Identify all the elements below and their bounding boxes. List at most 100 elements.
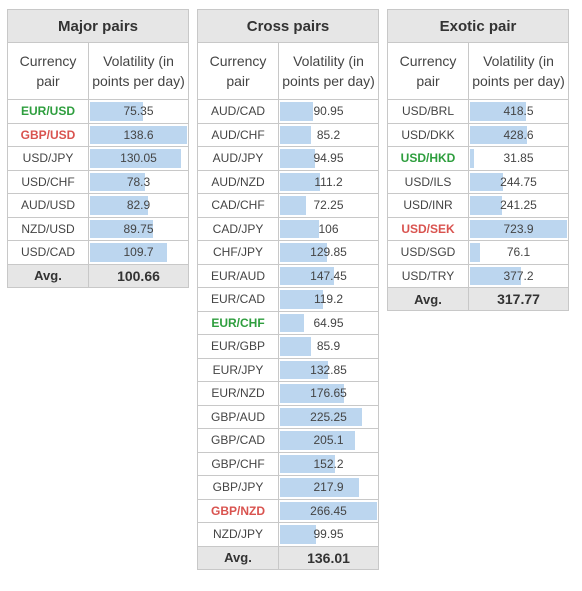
volatility-cell: 377.2 — [467, 263, 570, 288]
volatility-value: 89.75 — [123, 221, 154, 236]
volatility-cell: 99.95 — [277, 522, 380, 547]
header-volatility: Volatility (in points per day) — [467, 42, 570, 100]
volatility-value: 31.85 — [503, 151, 534, 166]
table-row: USD/CHF 78.3 — [7, 169, 189, 194]
table-row: AUD/NZD 111.2 — [197, 169, 380, 194]
volatility-bar — [280, 501, 377, 520]
table-row: AUD/USD 82.9 — [7, 193, 189, 218]
volatility-value: 111.2 — [314, 174, 343, 189]
table-row: EUR/JPY 132.85 — [197, 357, 380, 382]
volatility-value: 85.9 — [316, 339, 341, 354]
volatility-bar — [280, 290, 324, 309]
volatility-value: 152.2 — [313, 456, 344, 471]
volatility-value: 129.85 — [310, 245, 347, 260]
volatility-bar — [280, 243, 328, 262]
volatility-cell: 85.9 — [277, 334, 380, 359]
volatility-bar — [280, 431, 355, 450]
table-row: EUR/NZD 176.65 — [197, 381, 380, 406]
currency-pair: EUR/USD — [7, 99, 89, 124]
volatility-value: 94.95 — [313, 151, 344, 166]
currency-pair: AUD/CHF — [197, 122, 279, 147]
currency-pair: EUR/CAD — [197, 287, 279, 312]
volatility-value: 72.25 — [313, 198, 344, 213]
volatility-value: 75.35 — [123, 104, 154, 119]
volatility-value: 90.95 — [313, 104, 344, 119]
volatility-bar — [280, 149, 315, 168]
table-row: GBP/CHF 152.2 — [197, 451, 380, 476]
table-title: Cross pairs — [196, 9, 380, 43]
table-row: EUR/GBP 85.9 — [197, 334, 380, 359]
currency-pair: NZD/USD — [7, 216, 89, 241]
volatility-bar — [280, 196, 307, 215]
volatility-value: 109.7 — [123, 245, 154, 260]
volatility-bar — [280, 102, 314, 121]
currency-pair: GBP/JPY — [197, 475, 279, 500]
volatility-value: 176.65 — [310, 386, 347, 401]
volatility-cell: 418.5 — [467, 99, 570, 124]
volatility-bar — [280, 313, 304, 332]
avg-value: 136.01 — [277, 545, 380, 570]
header-volatility: Volatility (in points per day) — [88, 42, 189, 100]
avg-label: Avg. — [7, 263, 89, 288]
table-row: EUR/AUD 147.45 — [197, 263, 380, 288]
currency-pair: CHF/JPY — [197, 240, 279, 265]
table-row: USD/HKD 31.85 — [387, 146, 570, 171]
table-title: Exotic pair — [386, 9, 570, 43]
volatility-value: 119.2 — [313, 292, 344, 307]
table-title: Major pairs — [7, 9, 189, 43]
volatility-bar — [280, 454, 336, 473]
volatility-value: 78.3 — [126, 174, 151, 189]
currency-pair: AUD/USD — [7, 193, 89, 218]
volatility-cell: 89.75 — [88, 216, 189, 241]
volatility-cell: 147.45 — [277, 263, 380, 288]
volatility-value: 99.95 — [313, 527, 344, 542]
volatility-bar — [280, 266, 334, 285]
table-row: GBP/NZD 266.45 — [197, 498, 380, 523]
currency-pair: USD/CAD — [7, 240, 89, 265]
volatility-bar — [470, 102, 527, 121]
exotic-pair-table: Exotic pair Currency pair Volatility (in… — [386, 9, 570, 311]
table-row: CHF/JPY 129.85 — [197, 240, 380, 265]
volatility-cell: 72.25 — [277, 193, 380, 218]
table-row: USD/TRY 377.2 — [387, 263, 570, 288]
volatility-bar — [90, 243, 167, 262]
currency-pair: EUR/AUD — [197, 263, 279, 288]
table-row: GBP/AUD 225.25 — [197, 404, 380, 429]
volatility-bar — [280, 337, 312, 356]
currency-pair: NZD/JPY — [197, 522, 279, 547]
table-row: CAD/JPY 106 — [197, 216, 380, 241]
volatility-cell: 119.2 — [277, 287, 380, 312]
volatility-cell: 244.75 — [467, 169, 570, 194]
volatility-cell: 90.95 — [277, 99, 380, 124]
currency-pair: USD/SEK — [387, 216, 469, 241]
currency-pair: USD/BRL — [387, 99, 469, 124]
volatility-cell: 176.65 — [277, 381, 380, 406]
volatility-value: 377.2 — [503, 268, 534, 283]
currency-pair: USD/DKK — [387, 122, 469, 147]
volatility-bar — [90, 196, 149, 215]
volatility-cell: 225.25 — [277, 404, 380, 429]
volatility-cell: 152.2 — [277, 451, 380, 476]
volatility-cell: 266.45 — [277, 498, 380, 523]
table-row: USD/JPY 130.05 — [7, 146, 189, 171]
volatility-cell: 106 — [277, 216, 380, 241]
volatility-cell: 130.05 — [88, 146, 189, 171]
currency-pair: USD/ILS — [387, 169, 469, 194]
volatility-value: 266.45 — [310, 503, 347, 518]
volatility-cell: 205.1 — [277, 428, 380, 453]
currency-pair: USD/TRY — [387, 263, 469, 288]
table-row: GBP/CAD 205.1 — [197, 428, 380, 453]
currency-pair: CAD/CHF — [197, 193, 279, 218]
header-currency-pair: Currency pair — [7, 42, 89, 100]
volatility-cell: 241.25 — [467, 193, 570, 218]
header-volatility: Volatility (in points per day) — [277, 42, 380, 100]
avg-label: Avg. — [197, 545, 279, 570]
volatility-bar — [90, 149, 182, 168]
currency-pair: GBP/CAD — [197, 428, 279, 453]
currency-pair: USD/JPY — [7, 146, 89, 171]
volatility-value: 428.6 — [503, 127, 534, 142]
table-row: EUR/CHF 64.95 — [197, 310, 380, 335]
table-row: GBP/USD 138.6 — [7, 122, 189, 147]
volatility-value: 244.75 — [500, 174, 537, 189]
volatility-value: 225.25 — [310, 409, 347, 424]
